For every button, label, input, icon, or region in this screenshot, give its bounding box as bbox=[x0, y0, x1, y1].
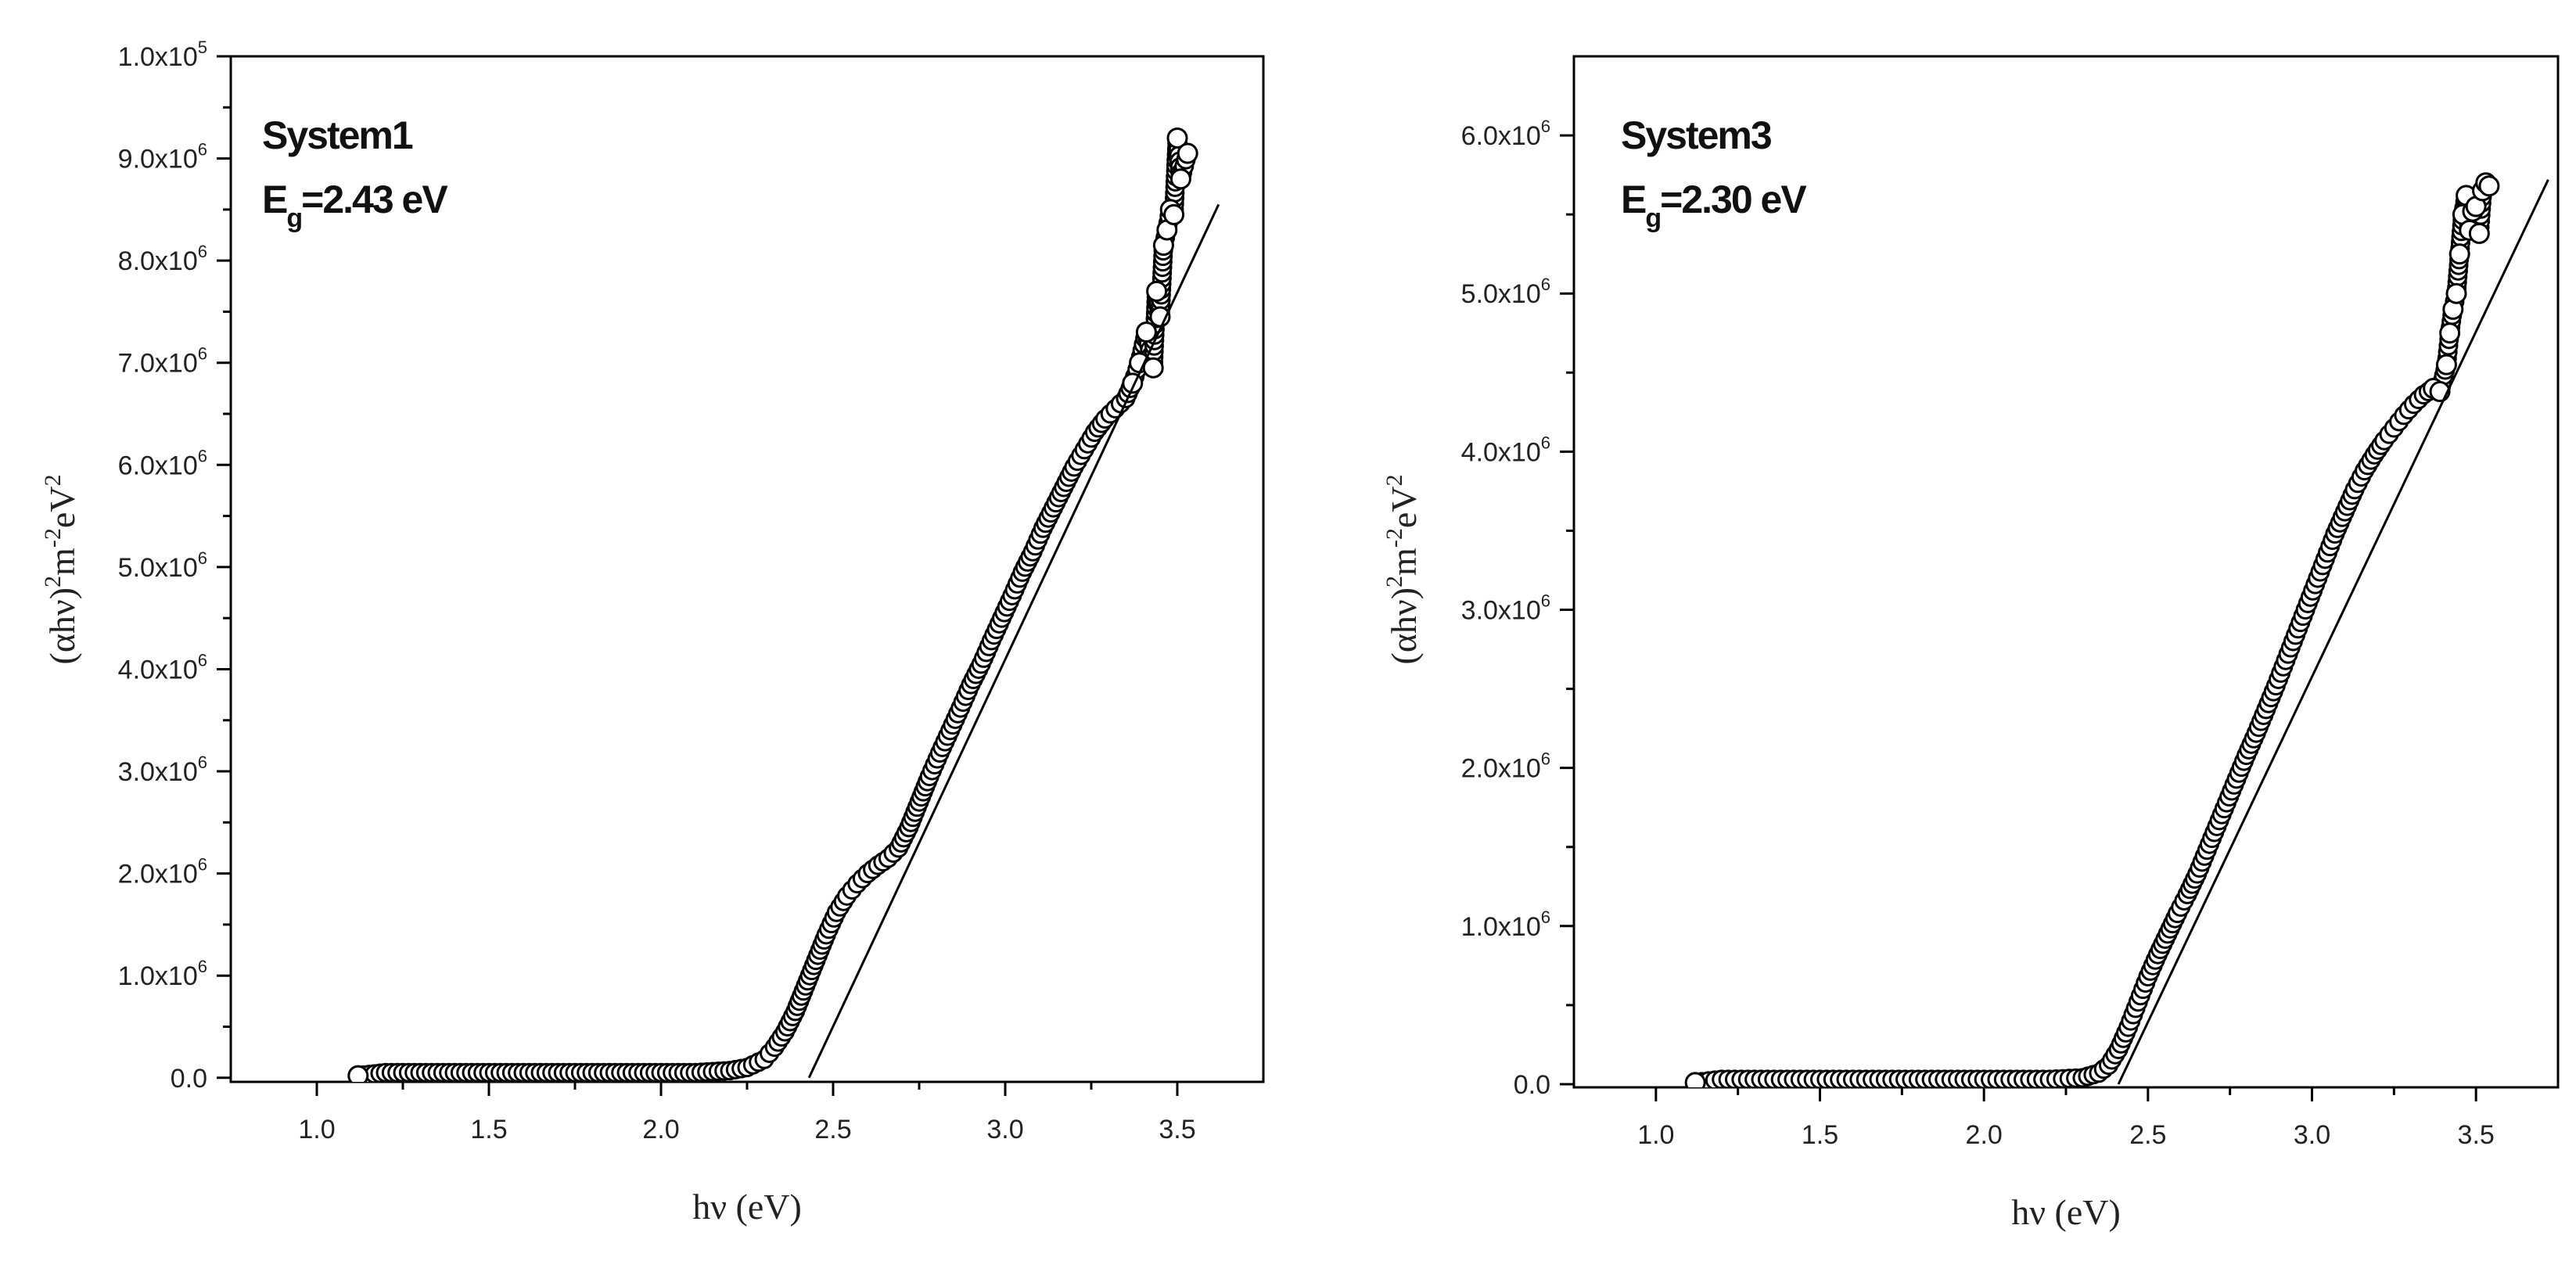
system-label: System3 bbox=[1621, 113, 1771, 157]
y-tick-label: 3.0x106 bbox=[118, 753, 207, 787]
x-tick-label: 2.0 bbox=[642, 1115, 679, 1144]
y-tick-label: 1.0x106 bbox=[118, 957, 207, 991]
band-gap-label: Eg=2.43 eV bbox=[262, 178, 448, 233]
y-tick-label: 1.0x105 bbox=[118, 38, 207, 72]
system-label: System1 bbox=[262, 113, 413, 157]
y-tick-label: 4.0x106 bbox=[1461, 433, 1550, 467]
data-point bbox=[2478, 175, 2500, 197]
x-tick-label: 1.0 bbox=[1637, 1120, 1674, 1150]
y-tick-label: 5.0x106 bbox=[118, 548, 207, 583]
x-tick-label: 1.0 bbox=[298, 1115, 335, 1144]
data-point bbox=[2448, 243, 2470, 265]
data-series bbox=[347, 127, 1198, 1082]
x-axis-title: hν (eV) bbox=[692, 1187, 802, 1227]
x-tick-label: 3.5 bbox=[1159, 1115, 1195, 1144]
x-tick-label: 3.5 bbox=[2458, 1120, 2495, 1150]
y-tick-label: 7.0x106 bbox=[118, 344, 207, 379]
x-tick-label: 2.0 bbox=[1966, 1120, 2003, 1150]
linear-fit-line bbox=[807, 203, 1220, 1079]
x-tick-label: 2.5 bbox=[2129, 1120, 2166, 1150]
y-axis-title: (αhν)2m-2eV2 bbox=[40, 475, 82, 665]
data-point bbox=[1177, 142, 1198, 164]
y-tick-label: 0.0 bbox=[1514, 1070, 1550, 1100]
chart-panel-system1: 1.0 1.5 2.0 2.5 3.0 3.5 0.0 1.0x106 2.0x106 3.0x1… bbox=[40, 38, 1265, 1227]
data-point bbox=[1684, 1072, 1706, 1087]
linear-fit-line bbox=[2117, 179, 2549, 1085]
data-point bbox=[347, 1065, 369, 1082]
y-tick-label: 6.0x106 bbox=[118, 446, 207, 480]
data-series bbox=[1684, 172, 2500, 1087]
y-tick-label: 4.0x106 bbox=[118, 650, 207, 684]
y-tick-label: 0.0 bbox=[171, 1064, 207, 1094]
data-point bbox=[1135, 322, 1157, 343]
data-point bbox=[2439, 322, 2461, 344]
y-tick-label: 5.0x106 bbox=[1461, 275, 1550, 309]
band-gap-label: Eg=2.30 eV bbox=[1621, 178, 1807, 233]
data-point bbox=[1142, 357, 1164, 379]
x-tick-label: 2.5 bbox=[814, 1115, 851, 1144]
x-axis-title: hν (eV) bbox=[2011, 1192, 2121, 1232]
data-point bbox=[2435, 354, 2457, 375]
x-tick-label: 3.0 bbox=[2294, 1120, 2330, 1150]
x-tick-label: 1.5 bbox=[470, 1115, 507, 1144]
y-tick-label: 2.0x106 bbox=[118, 855, 207, 889]
y-tick-label: 1.0x106 bbox=[1461, 907, 1550, 942]
x-tick-label: 1.5 bbox=[1802, 1120, 1838, 1150]
data-point bbox=[1166, 127, 1188, 149]
chart-panel-system3: 1.0 1.5 2.0 2.5 3.0 3.5 0.0 1.0x106 2.0x106 3.0x1… bbox=[1381, 55, 2560, 1232]
data-point bbox=[2445, 282, 2467, 304]
data-point bbox=[1169, 168, 1191, 190]
y-tick-label: 3.0x106 bbox=[1461, 591, 1550, 626]
data-point bbox=[1163, 203, 1185, 225]
x-tick-label: 3.0 bbox=[986, 1115, 1023, 1144]
y-tick-label: 9.0x106 bbox=[118, 140, 207, 174]
y-axis-title: (αhν)2m-2eV2 bbox=[1381, 475, 1424, 665]
data-point bbox=[1146, 280, 1168, 302]
y-tick-label: 2.0x106 bbox=[1461, 749, 1550, 784]
y-tick-label: 8.0x106 bbox=[118, 242, 207, 276]
y-tick-label: 6.0x106 bbox=[1461, 117, 1550, 151]
data-point bbox=[2468, 222, 2490, 244]
